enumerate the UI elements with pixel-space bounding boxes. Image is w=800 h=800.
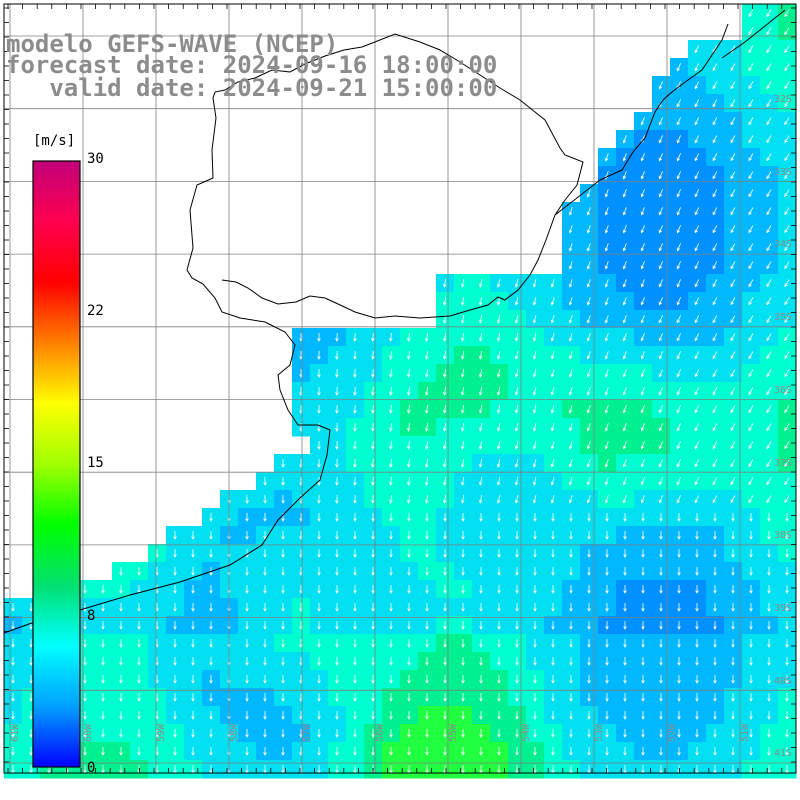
colorbar-tick-0: 0	[87, 760, 96, 776]
lat-label-34s: 34S	[773, 239, 792, 250]
lat-label-39s: 39S	[773, 603, 792, 614]
colorbar-tick-30: 30	[87, 151, 104, 167]
title-forecast-date: forecast date: 2024-09-16 18:00:00	[6, 51, 498, 79]
lon-label-56w: 56W	[375, 723, 386, 742]
colorbar-tick-8: 8	[87, 608, 96, 624]
lon-label-53w: 53W	[594, 723, 605, 742]
colorbar-unit: [m/s]	[33, 133, 76, 149]
lon-label-61w: 61W	[10, 723, 21, 742]
colorbar-tick-15: 15	[87, 455, 104, 471]
lon-label-59w: 59W	[156, 723, 167, 742]
wind-speed-field	[4, 4, 797, 779]
lat-label-32s: 32S	[773, 94, 792, 105]
lat-label-38s: 38S	[773, 530, 792, 541]
lat-label-37s: 37S	[773, 458, 792, 469]
lat-label-36s: 36S	[773, 385, 792, 396]
lon-label-54w: 54W	[521, 723, 532, 742]
title-valid-date: valid date: 2024-09-21 15:00:00	[6, 74, 498, 102]
lat-label-35s: 35S	[773, 312, 792, 323]
lat-label-41s: 41S	[773, 748, 792, 759]
lon-label-51w: 51W	[740, 723, 751, 742]
frame-ticks	[4, 4, 796, 773]
graticule	[4, 4, 796, 773]
lon-label-52w: 52W	[667, 723, 678, 742]
lon-label-55w: 55W	[448, 723, 459, 742]
lat-label-33s: 33S	[773, 167, 792, 178]
colorbar	[32, 160, 81, 768]
lat-label-40s: 40S	[773, 676, 792, 687]
colorbar-tick-22: 22	[87, 303, 104, 319]
lon-label-57w: 57W	[302, 723, 313, 742]
lon-label-60w: 60W	[83, 723, 94, 742]
lon-label-58w: 58W	[229, 723, 240, 742]
coastline	[3, 9, 786, 634]
map-frame	[3, 3, 797, 774]
title-model: modelo GEFS-WAVE (NCEP)	[6, 30, 339, 58]
